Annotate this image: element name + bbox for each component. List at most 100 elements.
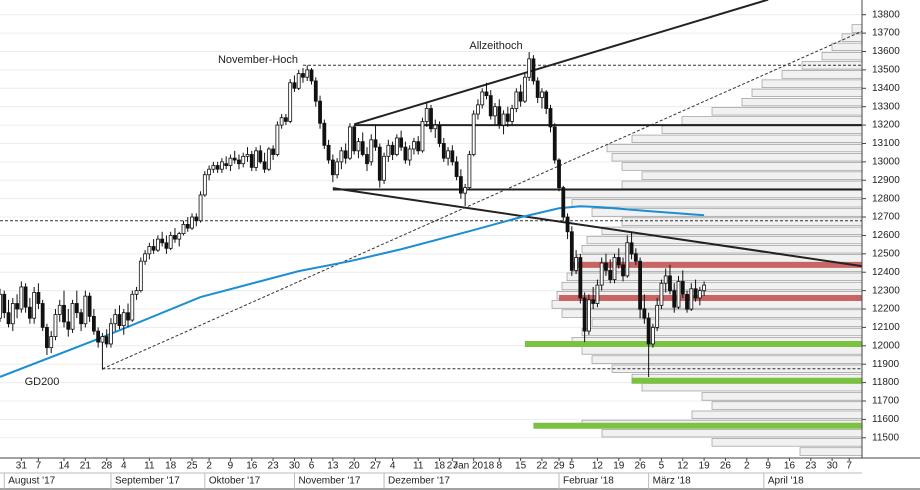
volume-profile-bar	[591, 355, 862, 364]
candle-body	[113, 314, 118, 325]
x-tick-label: 5	[659, 461, 665, 472]
candle-body	[36, 292, 41, 304]
candle-body	[0, 293, 2, 319]
month-label: März '18	[653, 476, 691, 487]
candle-body	[471, 113, 476, 155]
candle-body	[646, 317, 651, 345]
candle-body	[207, 168, 211, 176]
volume-profile-bar	[581, 327, 862, 337]
candle-body	[604, 262, 608, 271]
candle-body	[326, 144, 331, 161]
x-tick-label: 6	[309, 461, 315, 472]
volume-profile-bar	[561, 309, 862, 318]
candle-body	[450, 150, 455, 163]
month-label: April '18	[768, 476, 804, 487]
x-tick-label: 16	[246, 461, 258, 472]
volume-profile-bar	[601, 429, 862, 438]
x-tick-label: 14	[58, 461, 70, 472]
y-tick-label: 12900	[872, 175, 900, 186]
candle-body	[245, 154, 250, 157]
volume-profile-bar	[586, 235, 862, 245]
x-tick-label: 13	[327, 461, 339, 472]
candle-body	[19, 286, 24, 310]
candle-body	[330, 159, 335, 176]
candle-body	[633, 253, 638, 262]
y-tick-label: 13700	[872, 28, 900, 39]
candle-body	[6, 312, 11, 325]
volume-profile-bar	[799, 447, 862, 456]
y-tick-label: 13400	[872, 83, 900, 94]
candle-body	[621, 264, 625, 277]
candle-body	[40, 303, 45, 328]
candle-body	[130, 293, 135, 321]
candle-body	[339, 150, 344, 163]
candle-body	[437, 124, 442, 144]
x-tick-label: 19	[613, 461, 625, 472]
candle-body	[284, 117, 288, 122]
candle-body	[638, 260, 642, 310]
candle-body	[586, 299, 591, 332]
candle-body	[356, 141, 361, 152]
candle-body	[117, 314, 122, 326]
candle-body	[258, 150, 263, 163]
candle-body	[309, 69, 314, 82]
candle-body	[177, 233, 182, 240]
x-tick-label: 28	[101, 461, 113, 472]
x-tick-label: 12	[592, 461, 604, 472]
annotation: November-Hoch	[218, 54, 298, 66]
volume-profile-bar	[591, 208, 862, 217]
candle-body	[151, 246, 156, 251]
candle-body	[557, 159, 561, 189]
x-tick-label: 12	[677, 461, 689, 472]
x-tick-label: 2	[206, 461, 212, 472]
candle-body	[32, 292, 37, 319]
candle-body	[138, 260, 143, 292]
volume-profile-bar	[711, 401, 862, 410]
candle-body	[672, 290, 677, 308]
candle-body	[335, 161, 340, 176]
candle-body	[458, 176, 463, 194]
candle-body	[104, 336, 109, 345]
y-tick-label: 12800	[872, 193, 900, 204]
trend-line	[332, 187, 862, 268]
candle-body	[501, 113, 506, 126]
candle-body	[70, 303, 75, 330]
candle-body	[79, 312, 83, 325]
volume-profile-bar	[621, 180, 862, 189]
month-label: August '17	[8, 476, 55, 487]
volume-profile-bar	[691, 410, 862, 419]
candle-body	[697, 290, 702, 299]
candle-body	[394, 137, 399, 155]
candle-body	[377, 146, 382, 181]
candle-body	[143, 253, 147, 262]
candle-body	[493, 106, 497, 117]
candle-body	[625, 242, 630, 277]
volume-profile-bar	[751, 88, 862, 97]
volume-profile-bar	[621, 217, 862, 226]
candle-body	[595, 284, 600, 304]
candle-body	[382, 155, 386, 181]
candle-body	[569, 231, 574, 271]
candle-body	[561, 187, 566, 218]
candle-body	[476, 104, 480, 115]
volume-profile-bar	[641, 171, 862, 180]
candle-body	[343, 150, 348, 159]
volume-profile-bar	[801, 61, 862, 70]
x-tick-label: 4	[390, 461, 396, 472]
candle-body	[454, 161, 459, 177]
volume-profile-bar	[581, 346, 862, 355]
candle-body	[352, 126, 357, 152]
candle-body	[612, 257, 617, 280]
x-tick-label: 2	[744, 461, 750, 472]
candle-body	[262, 161, 267, 170]
y-tick-label: 11500	[872, 432, 900, 443]
candle-body	[49, 336, 54, 349]
candle-body	[552, 126, 557, 161]
volume-profile-bar	[741, 97, 862, 107]
month-label: Februar '18	[563, 476, 614, 487]
candle-body	[689, 288, 694, 310]
candle-body	[544, 91, 549, 109]
candle-body	[87, 295, 92, 317]
y-tick-label: 12000	[872, 340, 900, 351]
candle-body	[360, 141, 365, 155]
